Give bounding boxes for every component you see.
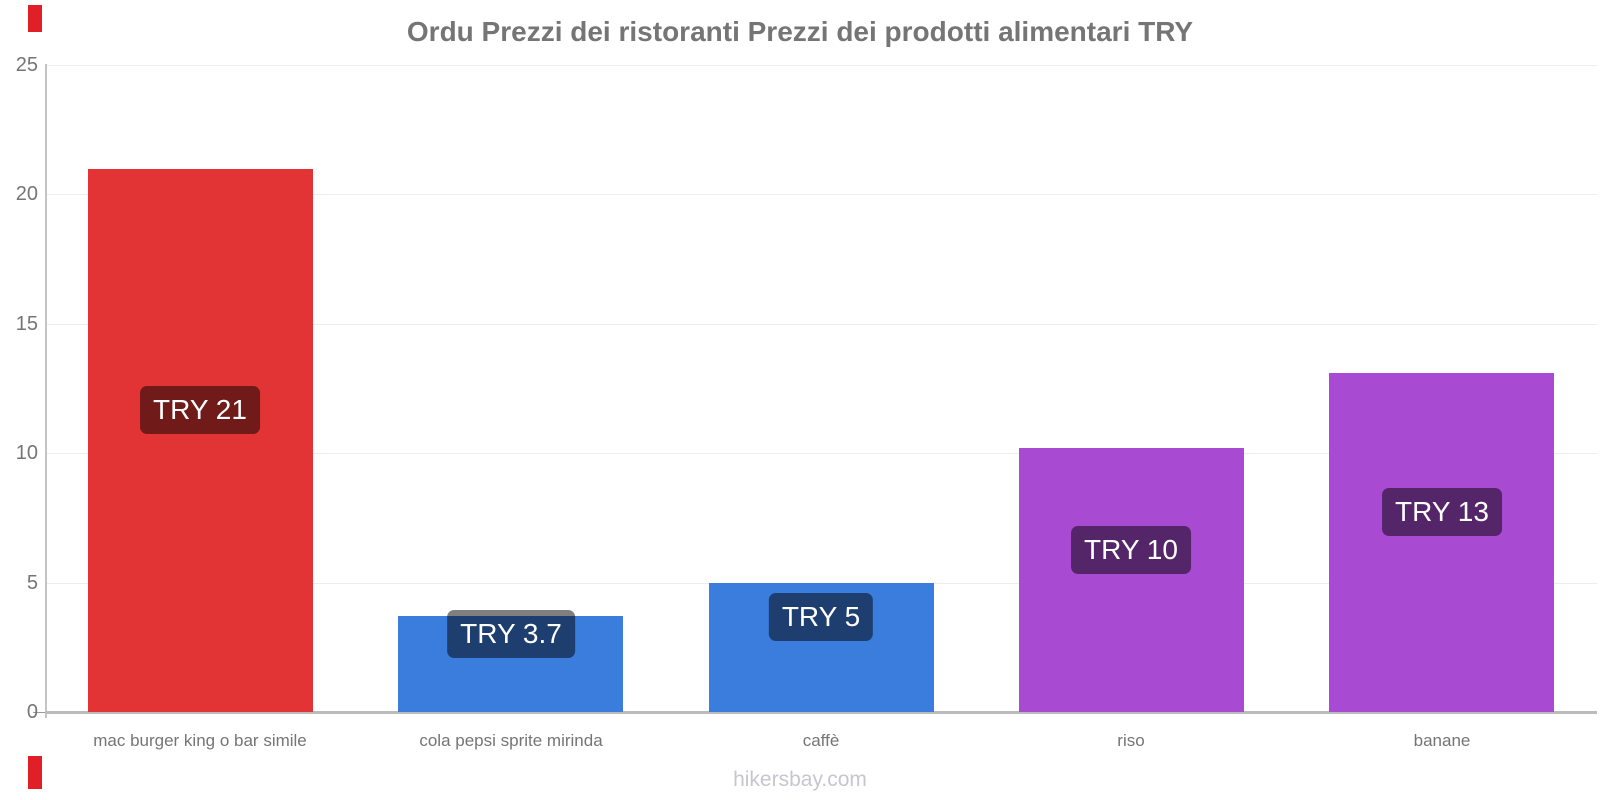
gridline-25 <box>45 65 1597 66</box>
x-category-label-5: banane <box>1413 731 1471 750</box>
y-tick-label-25: 25 <box>15 54 38 76</box>
y-tick-label-10: 10 <box>15 442 38 464</box>
y-tick-label-5: 5 <box>26 572 38 594</box>
bar-value-badge-5: TRY 13 <box>1382 488 1502 536</box>
red-corner-decoration-top <box>28 5 42 32</box>
bar-value-badge-3: TRY 5 <box>768 593 874 641</box>
chart-title: Ordu Prezzi dei ristoranti Prezzi dei pr… <box>406 16 1194 47</box>
y-tick-label-0: 0 <box>26 701 38 723</box>
x-axis-line <box>45 711 1597 714</box>
footer-watermark: hikersbay.com <box>733 768 867 791</box>
y-tick-label-15: 15 <box>15 313 38 335</box>
red-corner-decoration-bottom <box>28 756 42 789</box>
zero-tick-mark <box>33 712 45 713</box>
bar-value-badge-2: TRY 3.7 <box>447 610 575 658</box>
x-category-label-4: riso <box>1117 731 1145 750</box>
gridline-15 <box>45 324 1597 325</box>
bar-1 <box>88 169 313 712</box>
y-axis-line <box>45 64 47 718</box>
bar-5 <box>1329 373 1554 712</box>
gridline-10 <box>45 453 1597 454</box>
bar-value-badge-1: TRY 21 <box>140 386 260 434</box>
x-category-label-2: cola pepsi sprite mirinda <box>419 731 603 750</box>
gridline-20 <box>45 194 1597 195</box>
y-tick-label-20: 20 <box>15 183 38 205</box>
bar-value-badge-4: TRY 10 <box>1071 526 1191 574</box>
bar-4 <box>1019 448 1244 712</box>
x-category-label-1: mac burger king o bar simile <box>93 731 307 750</box>
x-category-label-3: caffè <box>802 731 840 750</box>
